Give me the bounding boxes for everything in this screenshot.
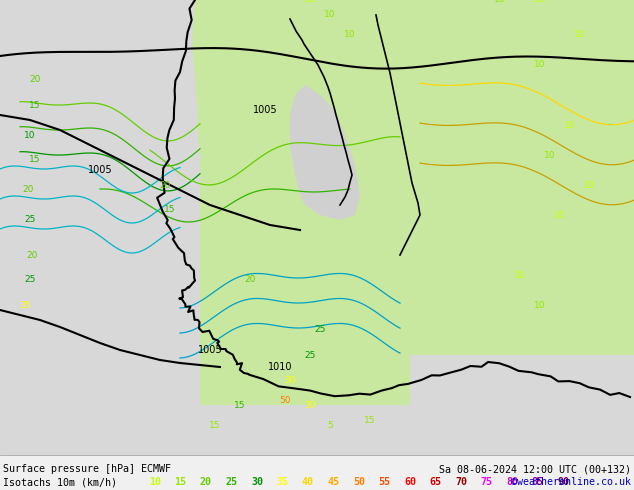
Text: 10: 10 [324,10,336,20]
Text: 10: 10 [574,30,586,40]
Text: Sa 08-06-2024 12:00 UTC (00+132): Sa 08-06-2024 12:00 UTC (00+132) [439,464,631,474]
Text: 15: 15 [164,205,176,215]
Text: 20: 20 [27,250,37,260]
Text: 75: 75 [481,477,493,487]
Bar [0,0,200,455]
Text: 25: 25 [226,477,238,487]
Text: 10: 10 [564,121,576,129]
Bar [390,0,634,355]
Text: 30: 30 [284,375,295,385]
Text: 30: 30 [251,477,263,487]
Text: 85: 85 [531,477,543,487]
Text: 65: 65 [429,477,441,487]
Text: Isotachs 10m (km/h): Isotachs 10m (km/h) [3,477,117,487]
Text: 10: 10 [344,30,356,40]
Polygon shape [192,0,400,355]
Text: 15: 15 [234,400,246,410]
Text: 30: 30 [304,400,316,410]
Text: 20: 20 [244,275,256,285]
Text: 15: 15 [29,155,41,165]
Text: 10: 10 [544,150,556,160]
Text: 1005: 1005 [198,345,223,355]
Bar [0,0,190,65]
Text: 20: 20 [159,180,171,190]
Text: 15: 15 [29,100,41,109]
Text: 25: 25 [24,275,36,285]
Text: 55: 55 [378,477,391,487]
Text: 35: 35 [276,477,288,487]
Text: 35: 35 [19,300,31,310]
Text: 10: 10 [585,180,596,190]
Text: 15: 15 [209,420,221,430]
Text: 10: 10 [304,0,316,4]
Text: 10: 10 [24,130,36,140]
Text: 25: 25 [24,216,36,224]
Text: 50: 50 [353,477,365,487]
Text: 10: 10 [534,300,546,310]
Text: 5: 5 [327,420,333,430]
Text: 10: 10 [149,477,161,487]
Text: 10: 10 [534,60,546,70]
Text: 20: 20 [29,75,41,84]
Text: ©weatheronline.co.uk: ©weatheronline.co.uk [511,477,631,487]
Bar [190,0,410,405]
Text: 15: 15 [365,416,376,424]
Polygon shape [290,85,360,220]
Text: 10: 10 [495,0,506,4]
Text: Surface pressure [hPa] ECMWF: Surface pressure [hPa] ECMWF [3,464,171,474]
Text: 20: 20 [200,477,212,487]
Text: 45: 45 [328,477,339,487]
Text: 40: 40 [302,477,314,487]
Text: 10: 10 [514,270,526,279]
Text: 70: 70 [455,477,467,487]
Text: 25: 25 [304,350,316,360]
Text: 80: 80 [506,477,518,487]
Text: 1010: 1010 [268,362,292,372]
Text: 10: 10 [554,211,566,220]
Text: 25: 25 [314,325,326,335]
Text: 1005: 1005 [87,165,112,175]
Text: 10: 10 [534,0,546,4]
Text: 1005: 1005 [253,105,277,115]
Text: 90: 90 [557,477,569,487]
Text: 50: 50 [279,395,291,405]
Text: 15: 15 [174,477,186,487]
Text: 60: 60 [404,477,416,487]
Text: 20: 20 [22,186,34,195]
